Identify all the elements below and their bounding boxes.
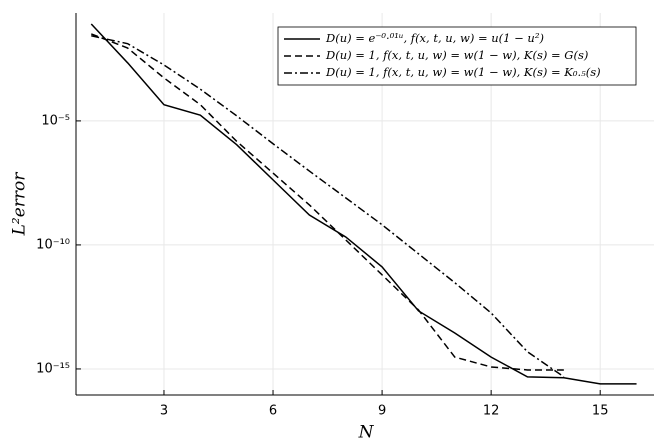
x-tick-label: 3 [160,404,168,419]
x-tick-label: 6 [269,404,277,419]
x-tick-label: 9 [378,404,386,419]
x-tick-label: 15 [592,404,609,419]
y-tick-label: 10⁻⁵ [41,113,70,128]
series-line [90,23,637,385]
x-axis-label: N [358,423,375,443]
y-axis-label: L²error [10,172,30,237]
x-tick-label: 12 [483,404,500,419]
legend-label: D(u) = 1, f(x, t, u, w) = w(1 − w), K(s)… [325,48,588,62]
legend-label: D(u) = e⁻⁰·⁰¹ᵘ, f(x, t, u, w) = u(1 − u²… [325,31,544,45]
series-line [91,35,565,378]
y-tick-label: 10⁻¹⁰ [36,237,70,252]
legend-box [277,26,637,86]
legend-label: D(u) = 1, f(x, t, u, w) = w(1 − w), K(s)… [325,65,601,79]
y-tick-label: 10⁻¹⁵ [36,361,70,376]
series-line [90,33,564,371]
